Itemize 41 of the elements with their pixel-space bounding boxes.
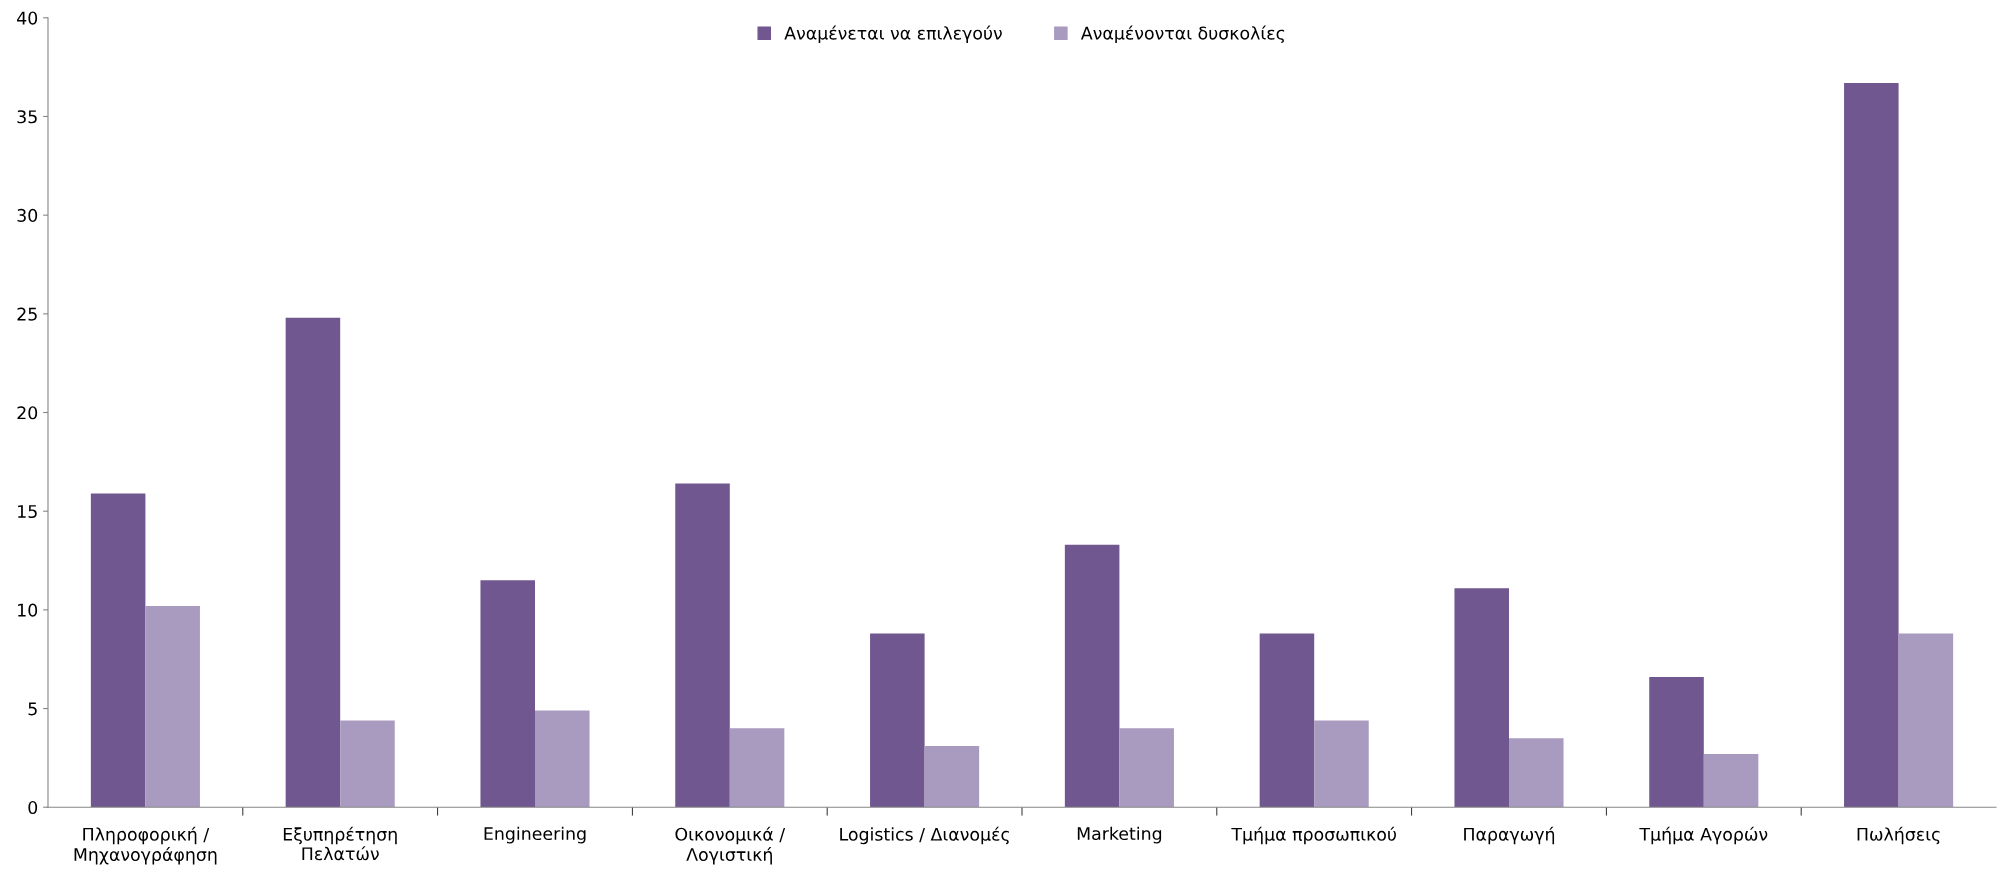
bar xyxy=(1119,728,1174,808)
bar xyxy=(1703,753,1759,808)
y-tick-label: 40 xyxy=(17,11,38,25)
bar xyxy=(480,580,535,808)
bar xyxy=(729,728,785,808)
bar xyxy=(1454,588,1509,808)
y-tick-label: 0 xyxy=(28,800,38,815)
y-tick-label: 25 xyxy=(17,307,37,321)
y-tick-label: 15 xyxy=(18,505,37,519)
bar xyxy=(675,483,730,808)
y-tick-label: 35 xyxy=(17,110,37,124)
bar xyxy=(1649,676,1704,808)
x-tick-label: Οικονομικά / Λογιστική xyxy=(675,826,786,865)
y-tick-label: 5 xyxy=(28,702,37,716)
bar xyxy=(145,605,200,808)
bar xyxy=(924,746,980,808)
bar xyxy=(1064,544,1120,808)
x-tick-label: Τμήμα προσωπικού xyxy=(1231,826,1396,845)
bar xyxy=(1314,720,1369,808)
x-tick-label: Εξυπηρέτηση Πελατών xyxy=(283,826,397,861)
bar xyxy=(1844,82,1899,808)
y-tick-label: 30 xyxy=(17,208,38,222)
bar xyxy=(90,493,146,808)
bar xyxy=(535,710,590,808)
bar xyxy=(340,720,395,808)
bar xyxy=(870,633,925,808)
x-tick-label: Παραγωγή xyxy=(1464,826,1555,845)
legend-label: Αναμένονται δυσκολίες xyxy=(1080,25,1285,44)
bar xyxy=(285,317,341,808)
x-tick-label: Τμήμα Αγορών xyxy=(1639,826,1768,845)
x-tick-label: Πληροφορική / Μηχανογράφηση xyxy=(74,826,217,865)
y-tick-label: 10 xyxy=(18,603,38,617)
x-tick-label: Engineering xyxy=(484,826,586,844)
bar xyxy=(1509,738,1564,808)
bar xyxy=(1898,633,1954,808)
y-tick-label: 20 xyxy=(17,406,38,420)
x-tick-label: Logistics / Διανομές xyxy=(840,826,1009,845)
legend-label: Αναμένεται να επιλεγούν xyxy=(784,25,1002,44)
x-tick-label: Marketing xyxy=(1077,826,1162,844)
x-tick-label: Πωλήσεις xyxy=(1857,826,1940,845)
bar xyxy=(1259,633,1315,808)
